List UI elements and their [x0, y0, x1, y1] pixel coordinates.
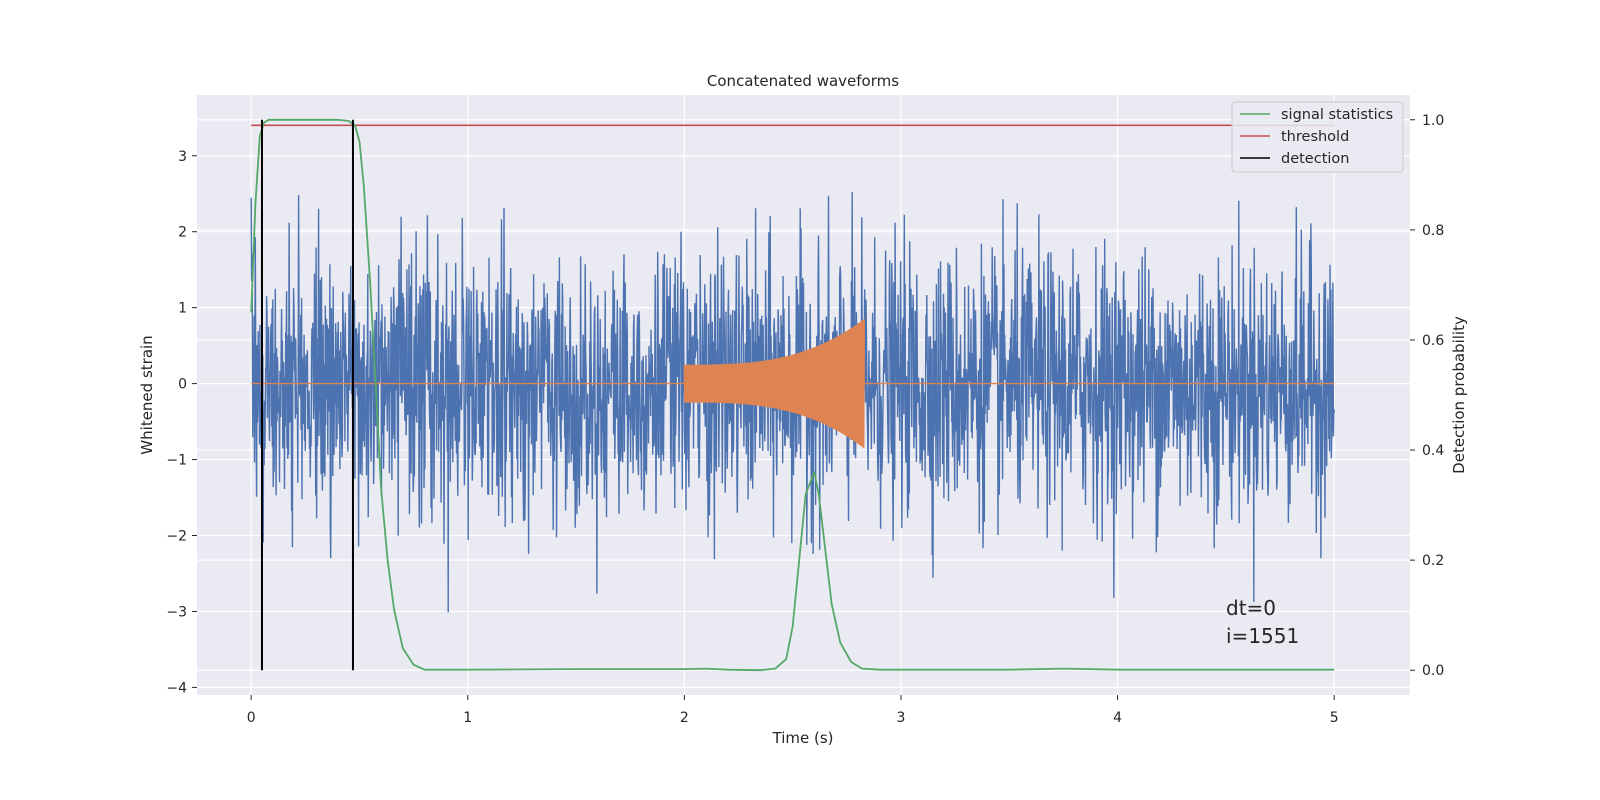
x-tick-label-4: 4 — [1113, 710, 1122, 726]
chart-title: Concatenated waveforms — [707, 72, 899, 90]
y-tick-label-3: −1 — [166, 453, 187, 469]
y2-axis-label: Detection probability — [1450, 316, 1468, 474]
y-tick-label-6: 2 — [178, 225, 187, 241]
y2-tick-label-2: 0.4 — [1422, 443, 1444, 459]
annotation-block: dt=0 i=1551 — [1226, 596, 1299, 648]
legend-label-signal-statistics: signal statistics — [1281, 107, 1393, 123]
y-tick-label-4: 0 — [178, 377, 187, 393]
x-tick-label-1: 1 — [463, 710, 472, 726]
y2-tick-label-0: 0.0 — [1422, 663, 1444, 679]
legend: signal statistics threshold detection — [1231, 101, 1404, 173]
y-tick-label-2: −2 — [166, 529, 187, 545]
y-axis-label: Whitened strain — [138, 335, 156, 454]
legend-label-threshold: threshold — [1281, 129, 1349, 145]
y-tick-label-0: −4 — [166, 680, 187, 696]
y2-tick-label-5: 1.0 — [1422, 113, 1444, 129]
series-chirp — [251, 319, 1335, 448]
annotation-dt: dt=0 — [1226, 596, 1276, 620]
y2-tick-label-1: 0.2 — [1422, 553, 1444, 569]
legend-label-detection: detection — [1281, 151, 1349, 167]
y-tick-label-1: −3 — [166, 604, 187, 620]
annotation-i: i=1551 — [1226, 624, 1299, 648]
y-tick-label-5: 1 — [178, 301, 187, 317]
series-signal-statistics — [250, 118, 1335, 672]
x-tick-label-5: 5 — [1330, 710, 1339, 726]
x-tick-label-2: 2 — [680, 710, 689, 726]
x-axis-label: Time (s) — [772, 729, 834, 747]
y2-tick-label-3: 0.6 — [1422, 333, 1444, 349]
y2-tick-label-4: 0.8 — [1422, 223, 1444, 239]
x-tick-label-0: 0 — [247, 710, 256, 726]
legend-box — [1231, 101, 1404, 173]
x-tick-label-3: 3 — [897, 710, 906, 726]
y-tick-label-7: 3 — [178, 149, 187, 165]
